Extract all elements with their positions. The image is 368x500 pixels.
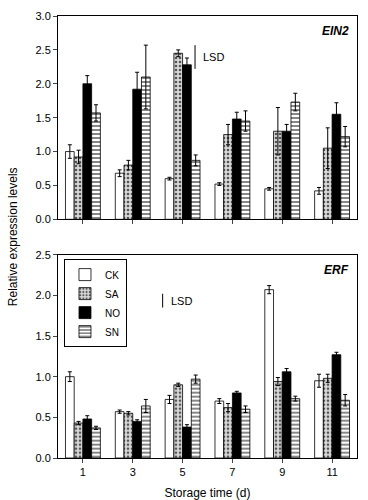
svg-text:2.0: 2.0	[36, 289, 51, 301]
svg-text:LSD: LSD	[171, 295, 192, 307]
svg-text:0.5: 0.5	[36, 411, 51, 423]
svg-text:1.5: 1.5	[36, 330, 51, 342]
svg-text:3.0: 3.0	[36, 10, 51, 22]
svg-text:1.5: 1.5	[36, 112, 51, 124]
svg-text:0.5: 0.5	[36, 179, 51, 191]
svg-text:3: 3	[130, 466, 136, 478]
svg-text:7: 7	[229, 466, 235, 478]
svg-text:EIN2: EIN2	[322, 24, 349, 38]
svg-text:0.0: 0.0	[36, 213, 51, 225]
svg-text:LSD: LSD	[203, 51, 224, 63]
svg-text:1.0: 1.0	[36, 145, 51, 157]
svg-text:1: 1	[80, 466, 86, 478]
svg-text:1.0: 1.0	[36, 371, 51, 383]
svg-text:5: 5	[180, 466, 186, 478]
svg-text:11: 11	[326, 466, 337, 478]
svg-text:Storage time (d): Storage time (d)	[164, 486, 250, 500]
svg-text:2.5: 2.5	[36, 44, 51, 56]
svg-text:Relative expression levels: Relative expression levels	[6, 167, 20, 306]
svg-text:NO: NO	[105, 308, 120, 319]
svg-text:2.5: 2.5	[36, 249, 51, 261]
svg-text:2.0: 2.0	[36, 78, 51, 90]
svg-text:0.0: 0.0	[36, 452, 51, 464]
svg-text:9: 9	[279, 466, 285, 478]
svg-text:SA: SA	[105, 289, 119, 300]
svg-text:ERF: ERF	[324, 263, 349, 277]
svg-text:SN: SN	[105, 327, 119, 338]
svg-text:CK: CK	[105, 270, 119, 281]
